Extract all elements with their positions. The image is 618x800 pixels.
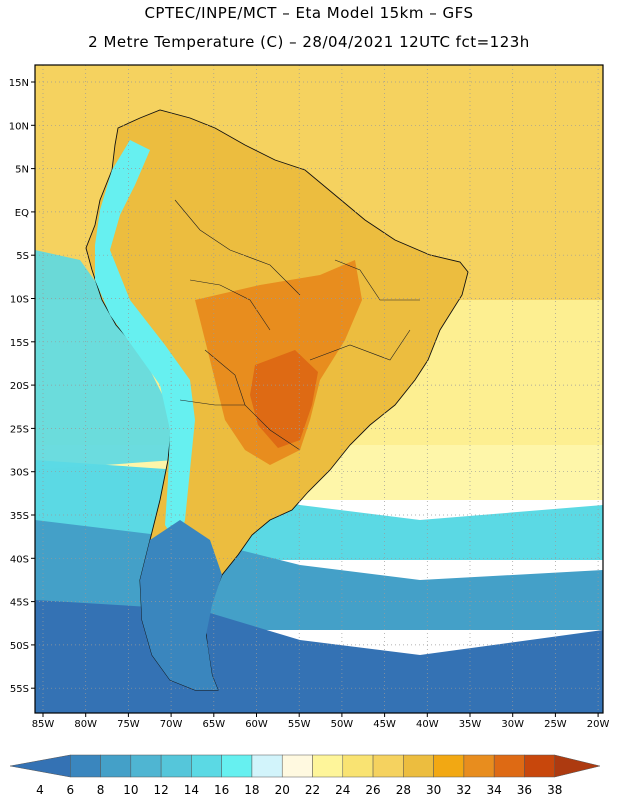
pacific-cool-tongue: [35, 250, 175, 470]
lat-tick-label: 5N: [15, 165, 29, 176]
colorbar-label: 26: [365, 783, 380, 797]
lat-tick-label: 10N: [9, 121, 29, 132]
color-scale-bar: [9, 754, 601, 778]
hottest-core: [250, 350, 318, 448]
lon-tick-label: 20W: [587, 719, 610, 730]
lon-tick-label: 80W: [74, 719, 97, 730]
colorbar-swatch: [312, 754, 344, 778]
lon-tick-label: 40W: [416, 719, 439, 730]
colorbar-label: 22: [305, 783, 320, 797]
lon-tick-label: 60W: [245, 719, 268, 730]
lat-tick-label: 35S: [10, 511, 29, 522]
colorbar-swatch: [191, 754, 222, 778]
lat-tick-label: 5S: [16, 251, 29, 262]
lat-tick-label: 15S: [10, 338, 29, 349]
andes-strip: [95, 140, 195, 545]
colorbar-swatch: [463, 754, 495, 778]
lat-tick-label: 40S: [10, 554, 29, 565]
colorbar-label: 36: [517, 783, 532, 797]
border-line: [174, 199, 301, 296]
border-line: [309, 329, 411, 361]
colorbar-swatch: [281, 754, 313, 778]
colorbar-swatch: [524, 754, 555, 778]
lon-tick-label: 35W: [459, 719, 482, 730]
temperature-field: [35, 65, 603, 713]
colorbar-label: 34: [487, 783, 502, 797]
lat-tick-label: 25S: [10, 424, 29, 435]
colorbar-label: 18: [244, 783, 259, 797]
colorbar-arrow-low: [9, 754, 71, 778]
colorbar-label: 8: [97, 783, 105, 797]
lon-tick-label: 25W: [544, 719, 567, 730]
border-line: [189, 279, 271, 331]
map-title-line2: 2 Metre Temperature (C) – 28/04/2021 12U…: [88, 33, 530, 51]
lon-tick-label: 75W: [117, 719, 140, 730]
colorbar-label: 10: [123, 783, 138, 797]
colorbar-label: 14: [184, 783, 199, 797]
colorbar-label: 16: [214, 783, 229, 797]
colorbar-swatch: [160, 754, 192, 778]
colorbar-label: 12: [153, 783, 168, 797]
colorbar-swatch: [433, 754, 465, 778]
colorbar-label: 32: [456, 783, 471, 797]
lat-tick-label: 50S: [10, 641, 29, 652]
colorbar-swatch: [130, 754, 162, 778]
colorbar-label: 30: [426, 783, 441, 797]
lat-tick-label: 15N: [9, 78, 29, 89]
lat-tick-label: 45S: [10, 598, 29, 609]
colorbar-swatch: [70, 754, 101, 778]
lat-tick-label: 20S: [10, 381, 29, 392]
colorbar-swatch: [342, 754, 374, 778]
lat-tick-label: 55S: [10, 684, 29, 695]
colorbar-label: 6: [66, 783, 74, 797]
country-borders: [174, 199, 420, 451]
lon-tick-label: 70W: [160, 719, 183, 730]
border-line: [334, 259, 420, 301]
colorbar-label: 28: [396, 783, 411, 797]
lon-tick-label: 30W: [501, 719, 524, 730]
colorbar-label: 20: [275, 783, 290, 797]
lon-tick-label: 55W: [288, 719, 311, 730]
lat-tick-label: 10S: [10, 295, 29, 306]
patagonia-cold: [140, 520, 222, 690]
border-line: [204, 349, 246, 406]
lon-tick-label: 65W: [202, 719, 225, 730]
lon-tick-label: 85W: [32, 719, 55, 730]
colorbar-swatch: [403, 754, 434, 778]
colorbar-swatch: [251, 754, 283, 778]
lon-tick-label: 50W: [331, 719, 354, 730]
map-frame: [34, 64, 604, 714]
lon-tick-label: 45W: [373, 719, 396, 730]
map-title-line1: CPTEC/INPE/MCT – Eta Model 15km – GFS: [144, 4, 474, 22]
colorbar-swatch: [493, 754, 525, 778]
colorbar-swatch: [100, 754, 132, 778]
colorbar-swatch: [372, 754, 404, 778]
colorbar-label: 38: [547, 783, 562, 797]
lat-tick-label: EQ: [15, 208, 29, 219]
longitude-labels: 85W 80W 75W 70W 65W 60W 55W 50W 45W 40W 35W 30W 25W 2…: [32, 713, 610, 730]
colorbar-swatch: [221, 754, 253, 778]
color-scale-labels: 4 6 8 10 12 14 16 18 20 22 24 26 28 30 32 34 36 38: [36, 783, 562, 797]
latitude-labels: 15N 10N 5N EQ 5S 10S 15S 20S 25S 30S 35S 40S 45S 50S 5…: [9, 78, 35, 695]
colorbar-arrow-high: [554, 754, 601, 778]
border-line: [179, 399, 301, 451]
lat-tick-label: 30S: [10, 468, 29, 479]
map-graticule: [35, 65, 603, 713]
colorbar-label: 24: [335, 783, 350, 797]
colorbar-label: 4: [36, 783, 44, 797]
